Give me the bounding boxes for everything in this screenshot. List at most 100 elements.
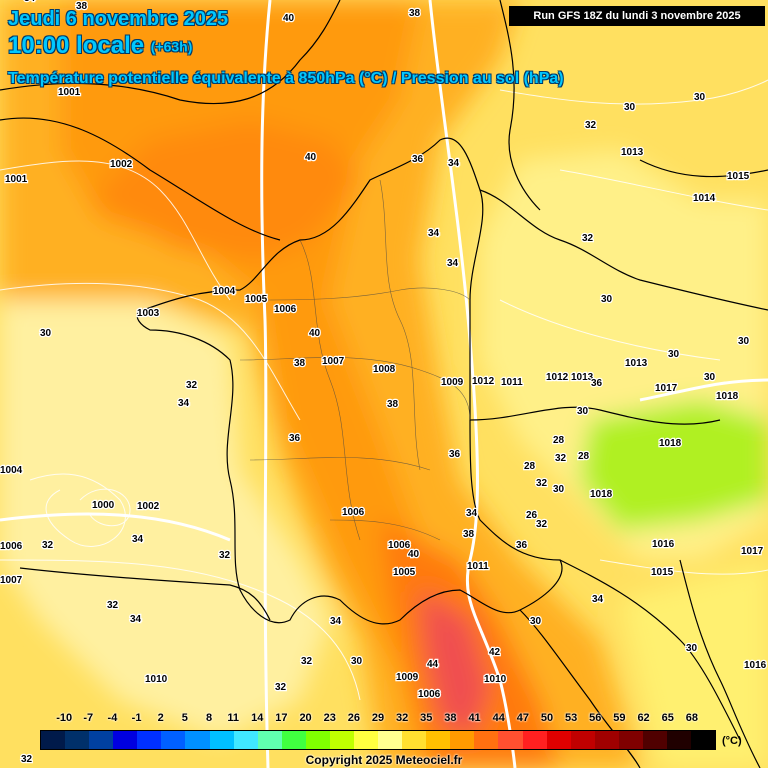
theta-label: 28 (524, 461, 536, 472)
legend-swatch (113, 731, 138, 749)
isobar-label: 1010 (484, 674, 507, 685)
isobar-label: 1017 (741, 546, 764, 557)
theta-label: 38 (463, 529, 475, 540)
isobar-label: 1018 (716, 391, 739, 402)
legend-swatch (305, 731, 330, 749)
isobar-label: 1012 (472, 376, 495, 387)
theta-label: 32 (21, 754, 33, 765)
isobar-label: 1012 (546, 372, 569, 383)
isobar-label: 1003 (137, 308, 160, 319)
legend-swatch (185, 731, 210, 749)
isobar-label: 1007 (322, 356, 345, 367)
theta-label: 32 (555, 453, 567, 464)
theta-label: 38 (76, 1, 88, 12)
theta-label: 30 (668, 349, 680, 360)
isobar-label: 1014 (693, 193, 716, 204)
theta-label: 34 (428, 228, 440, 239)
legend-swatch (65, 731, 90, 749)
theta-label: 26 (526, 510, 538, 521)
legend-tick-label: 32 (396, 712, 409, 724)
legend-tick-label: 23 (323, 712, 336, 724)
legend-tick-label: -4 (107, 712, 118, 724)
legend-tick-label: 14 (251, 712, 264, 724)
forecast-date: Jeudi 6 novembre 2025 (8, 8, 229, 30)
theta-label: 32 (275, 682, 287, 693)
theta-label: 44 (427, 659, 439, 670)
isobar-label: 1001 (5, 174, 28, 185)
legend-swatch (257, 731, 282, 749)
copyright-notice: Copyright 2025 Meteociel.fr (305, 753, 463, 767)
isobar-label: 1002 (137, 501, 160, 512)
theta-labels: 38 40 38 34 40 36 34 34 34 30 32 30 32 3… (20, 0, 751, 766)
legend-swatch (354, 731, 379, 749)
legend-swatch (642, 731, 668, 749)
isobar-label: 1005 (393, 567, 416, 578)
theta-label: 36 (412, 154, 424, 165)
legend-tick-label: 20 (299, 712, 312, 724)
legend-tick-label: 59 (613, 712, 626, 724)
run-info: Run GFS 18Z du lundi 3 novembre 2025 (509, 6, 765, 26)
legend-tick-label: 38 (444, 712, 457, 724)
legend-tick-label: 56 (589, 712, 602, 724)
legend-swatch (41, 731, 66, 749)
legend-tick-label: 50 (540, 712, 554, 724)
legend-color-bar (40, 730, 716, 750)
legend-swatch (450, 731, 475, 749)
legend-swatch (137, 731, 162, 749)
legend-tick-label: 8 (205, 712, 213, 724)
legend-tick-label: 44 (492, 712, 505, 724)
theta-label: 30 (624, 102, 636, 113)
legend-swatch (209, 731, 234, 749)
legend-tick-label: -10 (56, 712, 73, 724)
theta-label: 42 (489, 647, 501, 658)
theta-label: 38 (387, 399, 399, 410)
theta-label: 32 (536, 478, 548, 489)
theta-label: 36 (591, 378, 603, 389)
isobar-label: 1001 (58, 87, 81, 98)
theta-label: 32 (219, 550, 231, 561)
legend-tick-label: 68 (685, 712, 698, 724)
isobar-label: 1016 (744, 660, 767, 671)
pressure-labels: 1001 1002 1001 1004 1003 1005 1006 1007 … (0, 86, 768, 702)
theta-label: 30 (686, 643, 698, 654)
legend-swatch (329, 731, 355, 749)
legend-tick-label: 26 (347, 712, 360, 724)
theta-label: 34 (448, 158, 460, 169)
legend-swatch (667, 731, 692, 749)
legend-swatch (498, 731, 523, 749)
theta-label: 28 (553, 435, 565, 446)
lead-time-label: (+63h) (150, 38, 193, 55)
legend-unit: (°C) (722, 735, 742, 747)
legend-tick-label: 47 (516, 712, 529, 724)
isobar-label: 1006 (388, 540, 411, 551)
isobar-label: 1013 (621, 147, 644, 158)
theta-label: 30 (577, 406, 589, 417)
theta-label: 40 (309, 328, 321, 339)
isobar-label: 1017 (655, 383, 678, 394)
theta-label: 32 (585, 120, 597, 131)
legend-swatch (378, 731, 403, 749)
theta-label: 34 (178, 398, 190, 409)
legend-swatch (89, 731, 114, 749)
isobar-lines (0, 79, 768, 701)
legend-tick-label: 62 (637, 712, 650, 724)
isobar-label: 1011 (501, 377, 523, 388)
isobar-label: 1018 (590, 489, 613, 500)
theta-label: 38 (409, 8, 421, 19)
legend-tick-label: 35 (420, 712, 433, 724)
color-legend: -10 -7 -4 -1 2 5 8 11 14 17 20 23 26 29 32 35 38 41 44 47 50… (40, 712, 716, 752)
isobar-label: 1006 (342, 507, 365, 518)
theta-label: 34 (132, 534, 144, 545)
theta-label: 36 (289, 433, 301, 444)
theta-label: 40 (283, 13, 295, 24)
legend-swatch (691, 731, 716, 749)
theta-label: 32 (301, 656, 313, 667)
isobar-label: 1015 (651, 567, 674, 578)
theta-label: 40 (408, 549, 420, 560)
legend-tick-label: 29 (371, 712, 385, 724)
theta-label: 28 (578, 451, 590, 462)
isobar-label: 1016 (652, 539, 675, 550)
isobar-label: 1015 (727, 171, 750, 182)
theta-label: 30 (601, 294, 613, 305)
